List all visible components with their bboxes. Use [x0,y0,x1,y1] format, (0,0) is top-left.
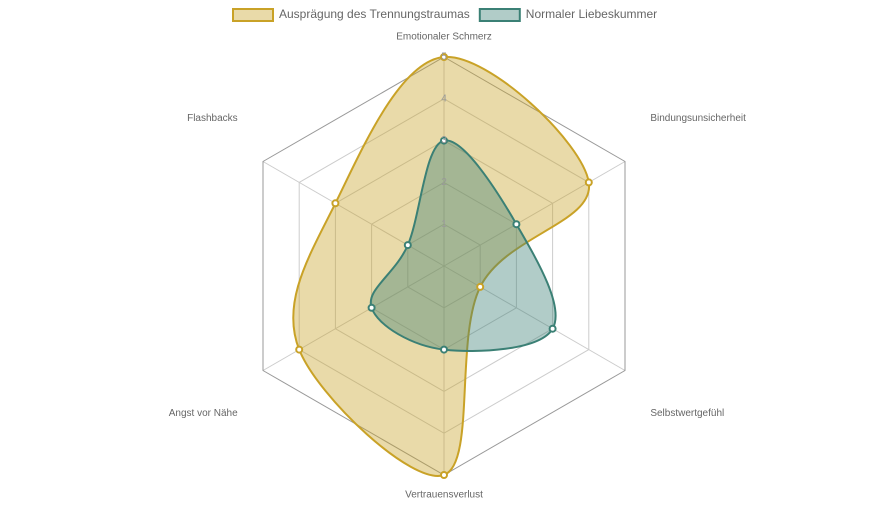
axis-label: Vertrauensverlust [405,490,483,500]
axis-label: Flashbacks [187,113,238,124]
spoke [443,161,626,267]
r-tick-label: 3 [441,135,447,146]
point [331,199,340,208]
point [440,136,448,145]
point [440,53,448,61]
spoke [443,265,626,371]
r-tick-label: 2 [441,177,447,188]
axis-label: Selbstwertgefühl [650,408,724,419]
point [476,282,485,291]
r-tick-label: 1 [441,219,447,230]
axis-label: Bindungsunsicherheit [650,113,746,124]
point [295,345,304,354]
axis-label: Emotionaler Schmerz [396,32,492,43]
point [440,345,448,354]
axis-label: Angst vor Nähe [169,408,238,419]
spoke [262,161,445,267]
r-tick-label: 4 [441,93,447,104]
spoke [262,265,445,371]
point [440,471,448,479]
r-tick-label: 5 [441,52,447,63]
legend-swatch [232,8,274,22]
point [367,303,376,312]
legend-label: Normaler Liebeskummer [526,7,657,21]
point [548,324,557,333]
legend-label: Ausprägung des Trennungstraumas [279,7,470,21]
legend-swatch [478,8,521,22]
point [403,241,412,250]
point [584,178,593,187]
point [512,220,521,229]
